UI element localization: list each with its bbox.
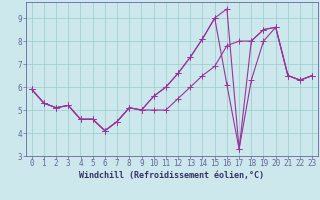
X-axis label: Windchill (Refroidissement éolien,°C): Windchill (Refroidissement éolien,°C) (79, 171, 265, 180)
